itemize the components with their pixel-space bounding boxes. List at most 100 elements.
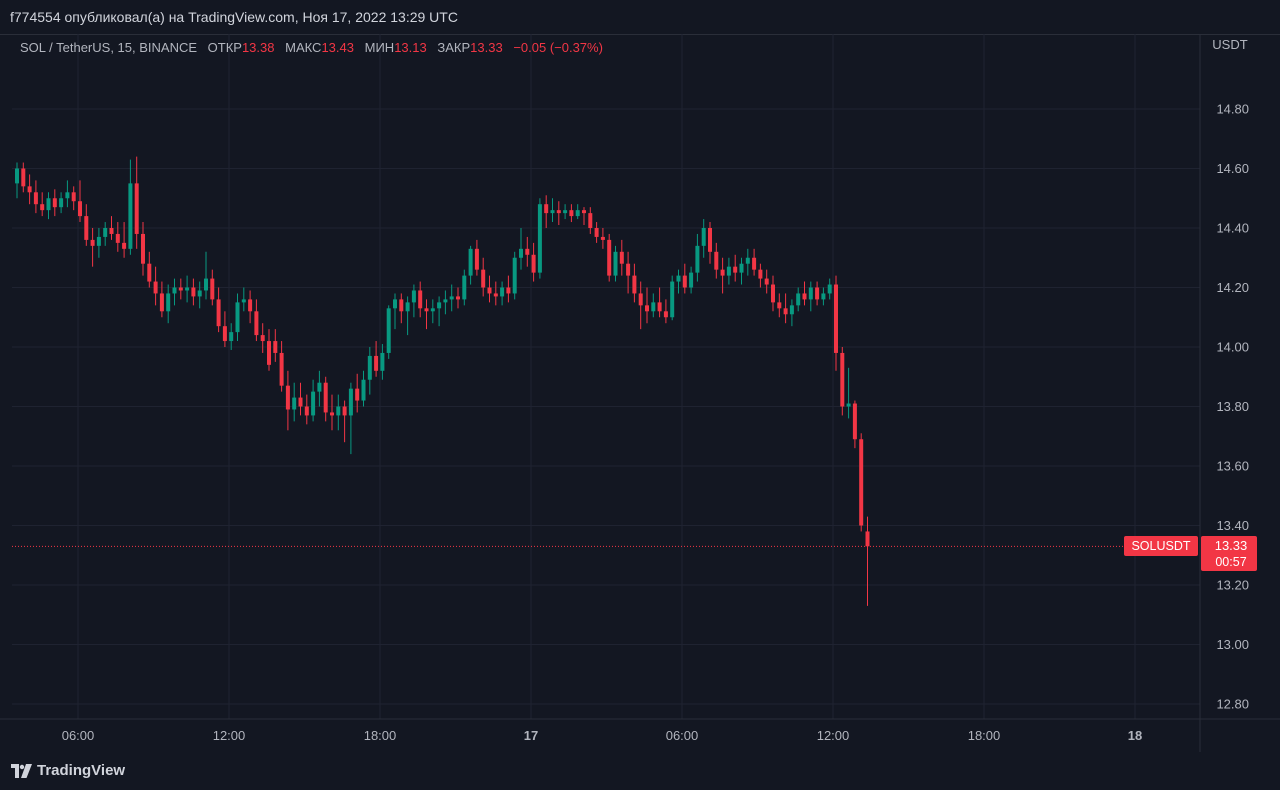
candle — [670, 275, 675, 321]
candle-body — [367, 355, 372, 380]
candle-body — [380, 352, 385, 371]
candle-body — [481, 269, 486, 288]
candle-body — [462, 275, 467, 300]
tradingview-logo-text: TradingView — [37, 762, 126, 779]
candle — [311, 379, 316, 422]
candle — [71, 186, 76, 211]
low-label: МИН — [364, 40, 395, 55]
symbol-badge: SOLUSDT — [1124, 536, 1198, 556]
price-tick-label: 13.00 — [1216, 637, 1249, 652]
candle-body — [493, 293, 498, 297]
candle-body — [71, 192, 76, 202]
candle — [808, 281, 813, 312]
candle-body — [21, 168, 26, 187]
candle-body — [241, 299, 246, 303]
candle — [185, 275, 190, 303]
candle-body — [267, 341, 271, 365]
candle — [115, 222, 120, 252]
candle-body — [304, 406, 309, 416]
last-price-value: 13.33 — [1215, 538, 1248, 553]
candle-body — [771, 284, 775, 303]
candle-body — [613, 251, 618, 276]
time-tick-label: 12:00 — [213, 728, 246, 743]
candle — [846, 367, 851, 419]
price-tick-label: 13.80 — [1216, 399, 1249, 414]
candle-body — [537, 204, 542, 273]
candle-body — [764, 278, 769, 285]
candle — [752, 248, 757, 276]
candle-body — [594, 228, 599, 237]
candle-body — [172, 287, 177, 294]
candle — [575, 204, 580, 220]
candle-body — [663, 311, 668, 318]
candle — [544, 195, 549, 228]
candle-body — [424, 308, 429, 312]
candle-body — [474, 248, 479, 270]
candle-body — [348, 388, 353, 416]
candle-body — [411, 290, 416, 303]
candle-body — [210, 278, 215, 300]
candle-body — [260, 335, 265, 342]
candle — [317, 370, 322, 407]
candle-body — [430, 308, 435, 312]
open-value: 13.38 — [241, 40, 275, 55]
candle-body — [273, 341, 278, 353]
candle — [462, 269, 467, 306]
candle — [109, 216, 114, 240]
candle-body — [191, 287, 196, 297]
candle — [714, 242, 719, 279]
candlestick-chart[interactable]: USDT 14.80 14.60 14.40 14.20 14.00 13.80 13.60… — [0, 34, 1280, 752]
candle — [304, 394, 309, 425]
candle-body — [134, 183, 139, 234]
candle-body — [834, 284, 838, 353]
candle-body — [279, 352, 284, 386]
candle — [84, 204, 89, 246]
candle — [695, 233, 700, 282]
tradingview-logo[interactable]: TradingView — [11, 762, 125, 779]
price-tick-label: 14.40 — [1216, 221, 1249, 236]
price-axis[interactable]: 14.80 14.60 14.40 14.20 14.00 13.80 13.60 13.40… — [1216, 102, 1249, 712]
candle-body — [531, 254, 536, 273]
candle-body — [468, 248, 473, 276]
symbol-title[interactable]: SOL / TetherUS, 15, BINANCE — [20, 40, 198, 55]
candle-body — [437, 302, 442, 309]
candle — [783, 293, 788, 324]
candle-body — [556, 210, 561, 214]
candle — [386, 305, 391, 359]
candle — [153, 266, 158, 306]
symbol-legend: SOL / TetherUS, 15, BINANCE ОТКР13.38 МА… — [20, 40, 603, 55]
candle — [537, 198, 542, 279]
chart-area[interactable]: USDT 14.80 14.60 14.40 14.20 14.00 13.80 13.60… — [0, 34, 1280, 752]
time-tick-label: 17 — [524, 728, 538, 743]
candle-body — [865, 531, 870, 547]
candle-body — [525, 248, 530, 255]
candle — [468, 245, 473, 285]
candle — [15, 162, 19, 199]
candle-body — [235, 302, 240, 333]
candle — [663, 299, 668, 324]
time-axis[interactable]: 06:00 12:00 18:00 17 06:00 12:00 18:00 18 — [62, 728, 1143, 743]
candle — [525, 236, 530, 267]
candle — [241, 287, 246, 312]
candle — [720, 257, 725, 294]
candle-body — [65, 192, 70, 199]
candle — [248, 290, 253, 324]
candle-body — [840, 352, 845, 407]
price-tick-label: 13.60 — [1216, 459, 1249, 474]
candle — [355, 373, 360, 413]
candle-body — [852, 403, 857, 440]
symbol-badge-label: SOLUSDT — [1131, 539, 1190, 553]
candle — [506, 275, 511, 303]
candle — [638, 281, 643, 330]
candle — [594, 222, 599, 243]
candle-body — [626, 263, 631, 276]
candle — [859, 433, 864, 532]
candle-body — [109, 228, 114, 234]
candle-body — [248, 299, 253, 312]
candle-body — [418, 290, 423, 309]
candle — [292, 382, 297, 422]
candle — [46, 192, 51, 220]
candle-body — [796, 293, 801, 306]
candle — [78, 180, 82, 223]
candle — [59, 192, 64, 214]
